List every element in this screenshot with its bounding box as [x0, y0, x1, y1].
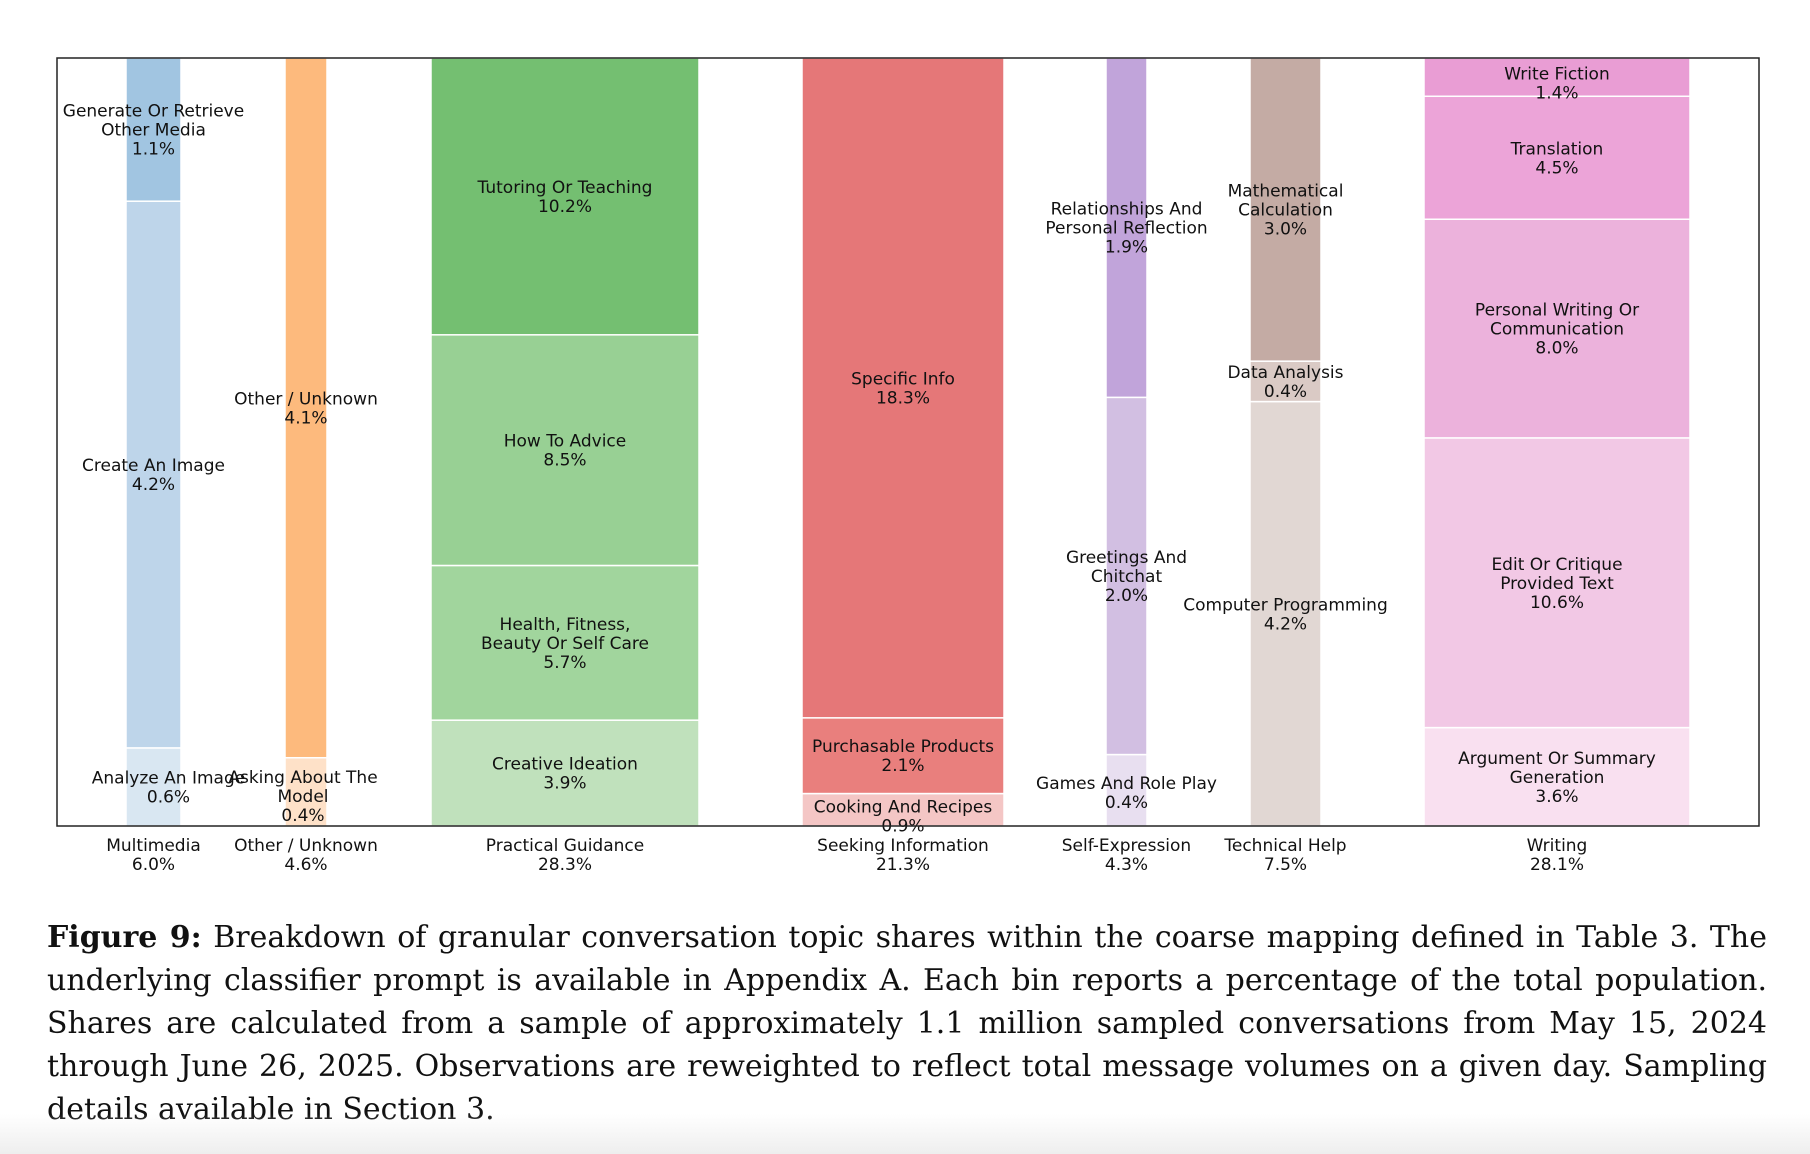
caption-label: Figure 9: — [47, 920, 202, 955]
bar-segment — [801, 717, 1005, 795]
segment-label: Personal Writing Or Communication 8.0% — [1475, 301, 1639, 359]
figure: Analyze An Image 0.6% Create An Image 4.2% G… — [56, 57, 1760, 875]
bar-segment — [1105, 57, 1148, 399]
segment-label: Generate Or Retrieve Other Media 1.1% — [63, 102, 244, 160]
page-bottom-shade — [0, 1114, 1810, 1154]
bar-segment — [430, 57, 700, 336]
segment-label: Asking About The Model 0.4% — [228, 768, 377, 826]
x-tick-label: Other / Unknown 4.6% — [234, 836, 378, 875]
bar-segment — [430, 334, 700, 567]
bar-segment — [1249, 360, 1322, 403]
bar-segment — [125, 200, 182, 749]
bar-segment — [1423, 726, 1691, 827]
segment-label: Specific Info 18.3% — [851, 369, 955, 408]
bar-segment — [801, 792, 1005, 827]
x-tick-label: Seeking Information 21.3% — [817, 836, 989, 875]
x-tick-label: Self-Expression 4.3% — [1062, 836, 1191, 875]
segment-label: Games And Role Play 0.4% — [1036, 774, 1217, 813]
bar-segment — [1423, 218, 1691, 439]
bar-segment — [1423, 57, 1691, 98]
segment-label: Other / Unknown 4.1% — [234, 389, 378, 428]
bar-segment — [1249, 400, 1322, 827]
plot-frame — [56, 57, 1760, 827]
stacked-topic-chart: Analyze An Image 0.6% Create An Image 4.2% G… — [56, 57, 1760, 875]
segment-label: Greetings And Chitchat 2.0% — [1066, 548, 1187, 606]
segment-label: Mathematical Calculation 3.0% — [1228, 182, 1344, 240]
segment-label: Edit Or Critique Provided Text 10.6% — [1491, 555, 1622, 613]
segment-label: Computer Programming 4.2% — [1183, 595, 1388, 634]
bar-segment — [801, 57, 1005, 719]
segment-label: Tutoring Or Teaching 10.2% — [477, 178, 653, 217]
figure-caption: Figure 9: Breakdown of granular conversa… — [47, 916, 1767, 1131]
segment-label: Translation 4.5% — [1510, 139, 1604, 178]
segment-label: Data Analysis 0.4% — [1227, 363, 1343, 402]
segment-label: Relationships And Personal Reflection 1.9% — [1045, 200, 1207, 258]
x-tick-label: Multimedia 6.0% — [106, 836, 201, 875]
segment-label: Purchasable Products 2.1% — [812, 737, 994, 776]
x-tick-label: Writing 28.1% — [1527, 836, 1588, 875]
segment-label: Creative Ideation 3.9% — [492, 755, 638, 794]
segment-label: Analyze An Image 0.6% — [92, 768, 245, 807]
bar-segment — [1249, 57, 1322, 362]
segment-label: Argument Or Summary Generation 3.6% — [1458, 749, 1656, 807]
segment-label: Health, Fitness, Beauty Or Self Care 5.7% — [481, 615, 649, 673]
bar-segment — [125, 747, 182, 827]
bar-segment — [284, 57, 328, 759]
bar-segment — [430, 564, 700, 721]
segment-label: Create An Image 4.2% — [82, 456, 225, 495]
x-tick-label: Practical Guidance 28.3% — [486, 836, 644, 875]
x-tick-label: Technical Help 7.5% — [1223, 836, 1346, 875]
bar-segment — [1423, 437, 1691, 729]
segment-label: How To Advice 8.5% — [504, 432, 627, 471]
caption-text: Breakdown of granular conversation topic… — [47, 920, 1767, 1127]
bar-segment — [430, 719, 700, 827]
bar-segment — [284, 756, 328, 827]
segment-label: Cooking And Recipes 0.9% — [814, 797, 993, 836]
segment-label: Write Fiction 1.4% — [1504, 65, 1609, 104]
